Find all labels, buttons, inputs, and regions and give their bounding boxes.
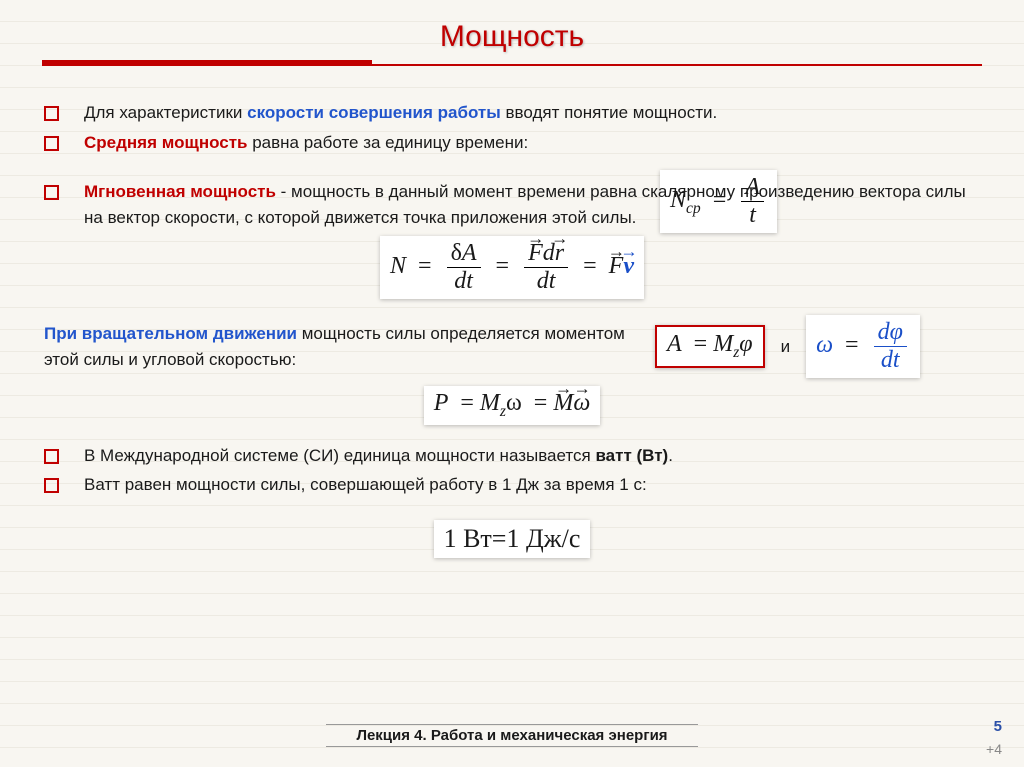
bullet-item: Для характеристики скорости совершения р… (30, 100, 994, 126)
bullets-top: Для характеристики скорости совершения р… (30, 100, 994, 155)
bullet-item: Ватт равен мощности силы, совершающей ра… (30, 472, 994, 498)
footer-title: Лекция 4. Работа и механическая энергия (326, 724, 697, 747)
footer: Лекция 4. Работа и механическая энергия (0, 724, 1024, 747)
bullet-item: В Международной системе (СИ) единица мощ… (30, 443, 994, 469)
formula-work-rot: A = Mzφ (655, 325, 765, 368)
bullet-item: Мгновенная мощность - мощность в данный … (30, 179, 994, 230)
rotational-text: При вращательном движении мощность силы … (30, 321, 635, 372)
plus4-label: +4 (986, 741, 1002, 757)
and-label: и (781, 337, 791, 357)
formula-power-rot: P = Mzω = Mω (424, 386, 601, 425)
formula-omega: ω = dφ dt (806, 315, 920, 378)
page-number: 5 (994, 718, 1002, 735)
bullets-inst: Мгновенная мощность - мощность в данный … (30, 179, 994, 230)
page-title: Мощность (30, 20, 994, 54)
formula-instant: N = δA dt = Fdr dt = Fv (380, 236, 644, 299)
formula-watt: 1 Вт=1 Дж/с (434, 520, 591, 558)
bullet-item: Средняя мощность равна работе за единицу… (30, 130, 994, 156)
title-rule (42, 60, 982, 70)
bullets-si: В Международной системе (СИ) единица мощ… (30, 443, 994, 498)
